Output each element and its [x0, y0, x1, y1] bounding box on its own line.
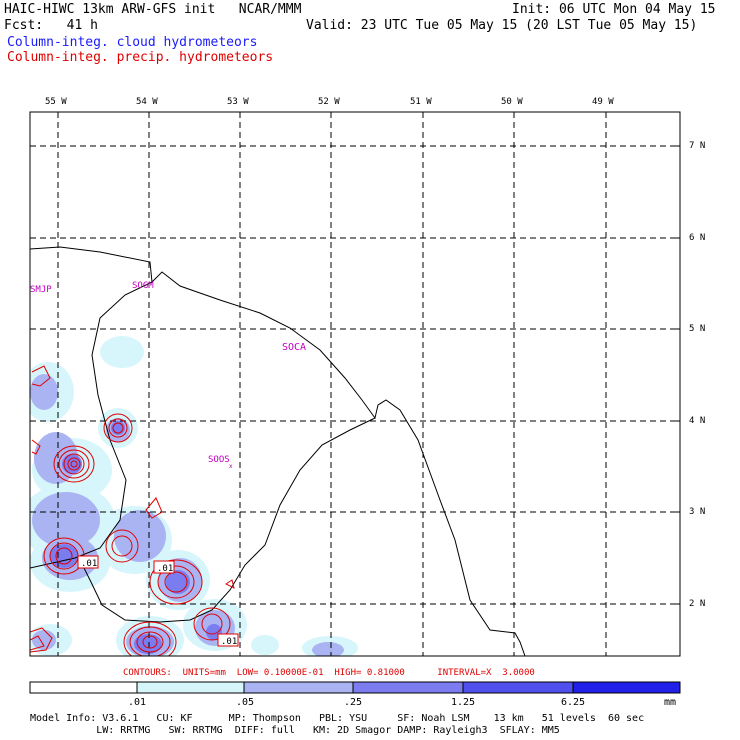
colorbar-tick-625: 6.25	[561, 697, 586, 708]
model-info-line1: Model Info: V3.6.1 CU: KF MP: Thompson P…	[30, 713, 645, 724]
lon-label-52w: 52 W	[318, 97, 340, 107]
contour-label-boxes	[77, 555, 239, 647]
station-sogm: SOGM	[132, 281, 154, 291]
model-info-line2: LW: RRTMG SW: RRTMG DIFF: full KM: 2D Sm…	[30, 725, 560, 736]
lon-label-53w: 53 W	[227, 97, 249, 107]
lat-label-5n: 5 N	[689, 324, 706, 334]
legend-precip-hydrometeors: Column-integ. precip. hydrometeors	[7, 50, 274, 65]
station-soca: SOCA	[282, 342, 306, 353]
forecast-hour: Fcst: 41 h	[4, 18, 98, 33]
init-time: Init: 06 UTC Mon 04 May 15	[512, 2, 716, 17]
legend-cloud-hydrometeors: Column-integ. cloud hydrometeors	[7, 35, 258, 50]
station-labels: SMJP SOGM SOCA SOOS	[30, 281, 306, 465]
lat-label-6n: 6 N	[689, 233, 706, 243]
contour-label-3: .01	[221, 637, 237, 647]
lon-label-49w: 49 W	[592, 97, 614, 107]
colorbar-tick-001: .01	[128, 697, 147, 708]
lon-label-54w: 54 W	[136, 97, 158, 107]
colorbar-unit: mm	[664, 697, 677, 708]
precip-contours	[30, 365, 235, 656]
contour-label-2: .01	[157, 564, 173, 574]
station-soos-marker: x	[229, 463, 233, 470]
lon-label-50w: 50 W	[501, 97, 523, 107]
valid-time: Valid: 23 UTC Tue 05 May 15 (20 LST Tue …	[306, 18, 698, 33]
plot-title: HAIC-HIWC 13km ARW-GFS init NCAR/MMM	[4, 2, 302, 17]
lat-label-2n: 2 N	[689, 599, 706, 609]
cloud-fill-layer	[30, 336, 358, 656]
contour-info: CONTOURS: UNITS=mm LOW= 0.10000E-01 HIGH…	[123, 668, 535, 678]
colorbar-tick-005: .05	[236, 697, 255, 708]
lat-label-7n: 7 N	[689, 141, 706, 151]
lat-label-4n: 4 N	[689, 416, 706, 426]
map-frame	[29, 111, 681, 657]
lon-label-51w: 51 W	[410, 97, 432, 107]
tick-marks	[57, 112, 680, 605]
station-soos: SOOS	[208, 455, 230, 465]
lat-label-3n: 3 N	[689, 507, 706, 517]
station-smjp: SMJP	[30, 285, 52, 295]
colorbar-tick-125: 1.25	[451, 697, 476, 708]
colorbar	[29, 681, 681, 694]
contour-label-1: .01	[81, 559, 97, 569]
colorbar-tick-025: .25	[344, 697, 363, 708]
graticule	[30, 112, 680, 656]
lon-label-55w: 55 W	[45, 97, 67, 107]
